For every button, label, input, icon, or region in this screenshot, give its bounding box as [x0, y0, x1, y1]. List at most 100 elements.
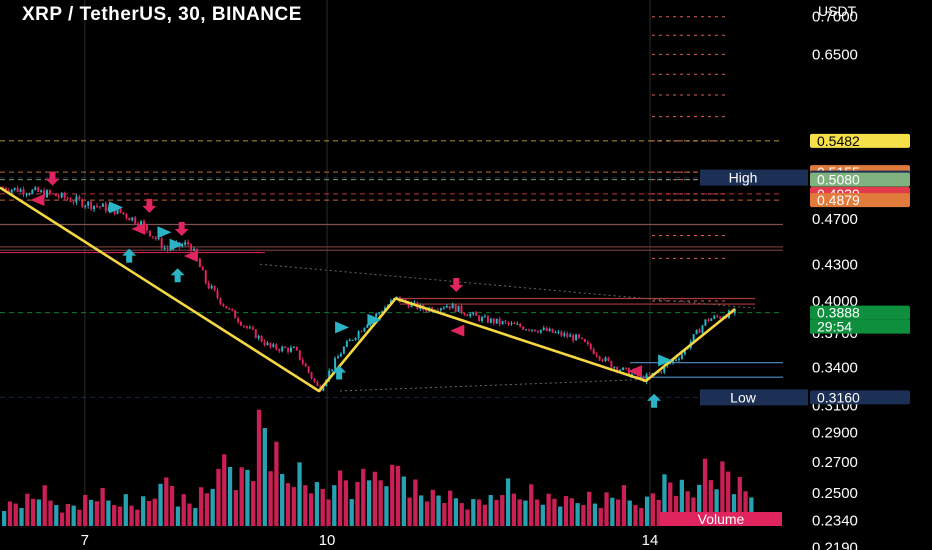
candle-body: [592, 349, 595, 355]
candle-body: [539, 329, 542, 333]
currency-label: USDT: [818, 3, 857, 19]
volume-bar: [691, 497, 696, 526]
time-tick-label: 7: [81, 532, 89, 549]
candle-body: [354, 337, 357, 340]
candle-body: [698, 329, 701, 333]
countdown-box: [810, 319, 910, 334]
price-tag-text: High: [729, 170, 758, 186]
candle-body: [522, 326, 525, 330]
volume-bar: [117, 506, 123, 526]
candle-body: [533, 329, 536, 332]
candle-body: [131, 217, 134, 221]
candle-body: [19, 189, 22, 192]
volume-bar: [575, 503, 580, 526]
candle-body: [295, 347, 298, 351]
volume-bar: [303, 485, 308, 526]
volume-bar: [517, 499, 522, 526]
volume-bar: [204, 493, 210, 526]
candle-body: [639, 377, 642, 379]
candle-body: [151, 236, 154, 238]
candle-body: [101, 203, 104, 207]
candle-body: [184, 242, 187, 245]
price-tag-box: [700, 389, 808, 406]
volume-bar: [384, 486, 389, 526]
volume-bar: [679, 479, 684, 526]
candle-body: [228, 308, 231, 310]
volume-bar: [685, 491, 690, 526]
candle-body: [75, 196, 78, 203]
candlesticks: [1, 185, 736, 393]
candle-body: [148, 230, 151, 237]
volume-bar: [285, 483, 291, 526]
price-label-box: [810, 133, 910, 148]
candle-body: [257, 335, 260, 339]
volume-bar: [361, 468, 366, 526]
candle-body: [445, 306, 448, 308]
volume-bar: [94, 501, 99, 526]
candle-body: [492, 318, 495, 324]
volume-bar: [731, 494, 737, 526]
candle-body: [213, 285, 216, 291]
candle-body: [107, 207, 110, 212]
price-tick-label: 0.6500: [812, 46, 858, 63]
volume-bar: [239, 467, 244, 526]
volume-bar: [459, 503, 464, 526]
volume-bar: [407, 497, 412, 526]
price-label-text: 0.5482: [817, 133, 860, 149]
volume-bar: [216, 468, 221, 526]
volume-bar: [314, 482, 320, 526]
candle-body: [669, 362, 672, 364]
candle-body: [583, 338, 586, 343]
volume-bar: [123, 494, 128, 526]
candle-body: [287, 348, 290, 352]
volume-bar: [372, 471, 377, 526]
candle-body: [366, 324, 369, 328]
candle-body: [483, 316, 486, 318]
volume-bar: [291, 487, 296, 526]
candle-body: [216, 290, 219, 298]
price-axis[interactable]: 0.80000.75000.70000.65000.47000.43000.40…: [812, 0, 858, 550]
volume-bar: [471, 499, 476, 526]
price-labels: 0.54820.51550.5100High0.50800.49390.4879…: [660, 133, 910, 527]
volume-bar: [83, 494, 88, 526]
chart-title: XRP / TetherUS, 30, BINANCE: [22, 4, 302, 25]
candle-body: [413, 302, 416, 304]
volume-bar: [453, 498, 459, 526]
candle-body: [240, 321, 243, 326]
zigzag-line: [0, 186, 736, 393]
candle-body: [586, 342, 589, 345]
volume-bar: [714, 489, 719, 526]
candle-body: [125, 213, 128, 218]
candle-body: [357, 331, 360, 338]
left-arrow-icon: [183, 250, 198, 263]
candle-body: [525, 329, 528, 331]
volume-bar: [2, 511, 7, 526]
volume-bar: [77, 509, 82, 526]
price-tag-text: Low: [730, 389, 757, 405]
candle-body: [72, 201, 75, 203]
candle-body: [10, 189, 13, 193]
zigzag-polyline: [0, 186, 736, 393]
candle-body: [342, 346, 345, 354]
candle-body: [348, 339, 351, 342]
volume-bar: [308, 493, 314, 526]
candle-body: [360, 331, 363, 333]
volume-bar: [112, 505, 117, 526]
volume-bar: [604, 492, 609, 526]
candle-body: [460, 305, 463, 313]
candle-body: [472, 312, 475, 314]
candle-body: [545, 327, 548, 332]
candle-body: [289, 347, 292, 352]
candle-body: [34, 187, 37, 190]
volume-bar: [181, 494, 186, 526]
candle-body: [563, 333, 566, 336]
sell-signal-icon: [45, 171, 60, 186]
candle-body: [163, 248, 166, 250]
candle-body: [22, 189, 25, 195]
candle-body: [166, 248, 169, 250]
price-label-box: [810, 193, 910, 208]
candle-body: [122, 212, 125, 214]
volume-bar: [129, 505, 134, 526]
time-axis[interactable]: 7 10 14: [81, 532, 659, 549]
